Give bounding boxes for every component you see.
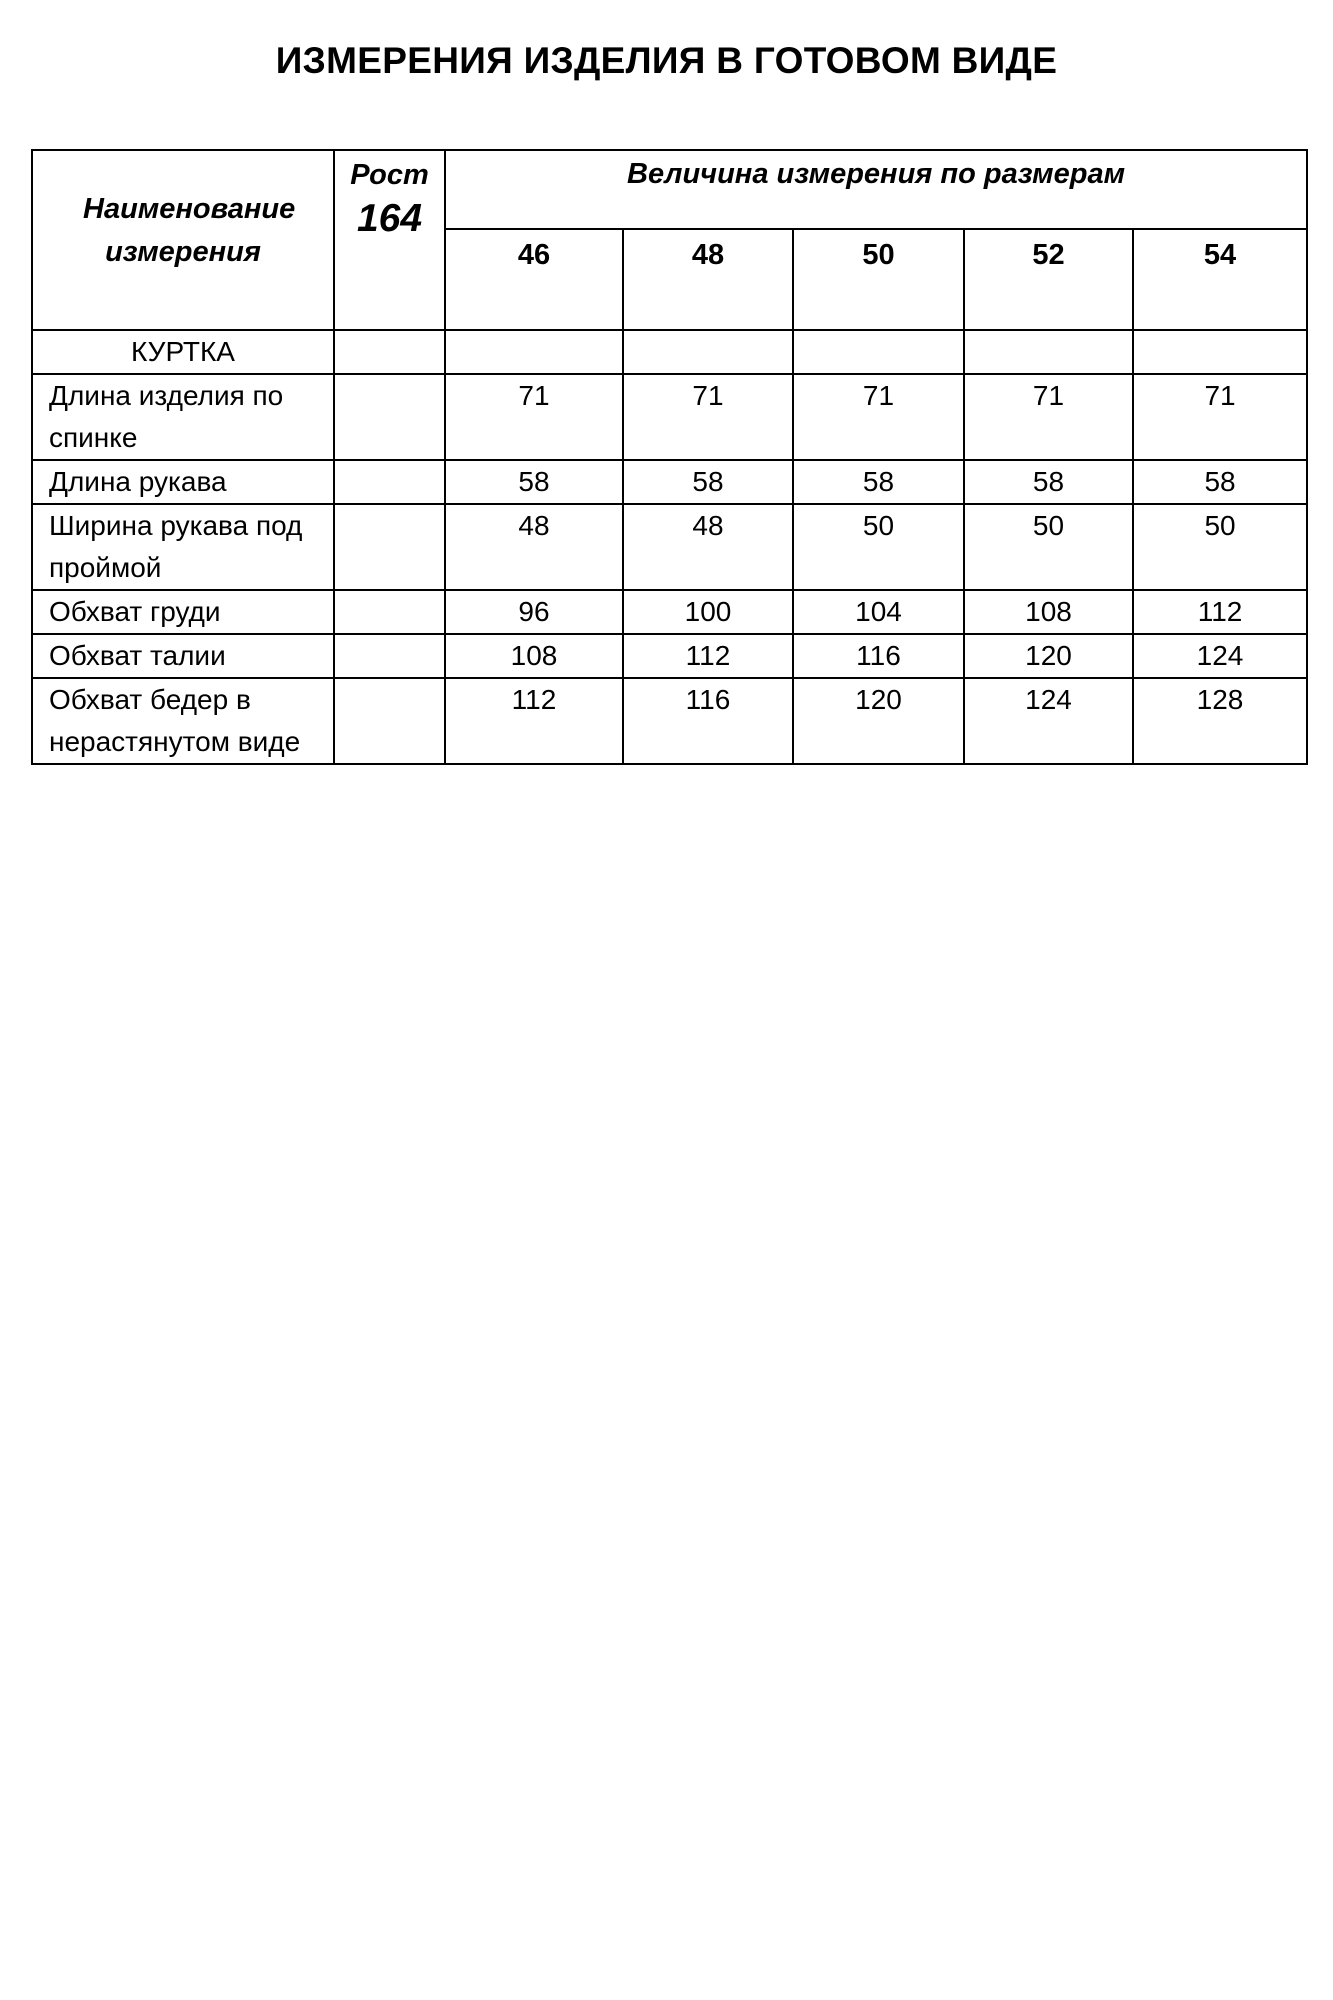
empty-cell xyxy=(333,329,446,375)
table-row: Длина изделия по спинке 71 71 71 71 71 xyxy=(31,373,1309,461)
measurement-value: 104 xyxy=(792,589,965,635)
measurement-value: 108 xyxy=(444,633,624,679)
measurement-value: 120 xyxy=(963,633,1134,679)
measurement-value: 116 xyxy=(622,677,794,765)
height-cell xyxy=(333,503,446,591)
measurement-value: 112 xyxy=(444,677,624,765)
table-row: Обхват груди 96 100 104 108 112 xyxy=(31,589,1309,635)
measurement-name: Длина рукава xyxy=(31,459,335,505)
measurement-value: 112 xyxy=(1131,589,1309,635)
measurement-value: 116 xyxy=(792,633,965,679)
size-header-row: 46 48 50 52 54 xyxy=(32,228,1309,331)
size-header: 52 xyxy=(963,228,1134,331)
header-sizes: Величина измерения по размерам xyxy=(443,149,1309,230)
measurement-value: 58 xyxy=(1131,459,1309,505)
table-row: Длина рукава 58 58 58 58 58 xyxy=(31,459,1309,505)
size-header: 54 xyxy=(1131,228,1309,331)
measurement-value: 48 xyxy=(444,503,624,591)
header-measurement-name: Наименование измерения xyxy=(31,149,335,331)
measurement-value: 50 xyxy=(792,503,965,591)
measurement-value: 71 xyxy=(444,373,624,461)
size-header: 48 xyxy=(622,228,794,331)
measurement-value: 58 xyxy=(792,459,965,505)
height-cell xyxy=(333,589,446,635)
measurement-value: 71 xyxy=(792,373,965,461)
table-row: Обхват талии 108 112 116 120 124 xyxy=(31,633,1309,679)
empty-cell xyxy=(792,329,965,375)
measurement-name: Обхват груди xyxy=(31,589,335,635)
measurement-value: 58 xyxy=(622,459,794,505)
height-cell xyxy=(333,459,446,505)
measurement-value: 58 xyxy=(444,459,624,505)
size-header: 50 xyxy=(792,228,965,331)
measurement-value: 120 xyxy=(792,677,965,765)
measurement-name: Длина изделия по спинке xyxy=(31,373,335,461)
empty-cell xyxy=(622,329,794,375)
empty-cell xyxy=(963,329,1134,375)
measurement-value: 124 xyxy=(963,677,1134,765)
height-label: Рост xyxy=(350,159,429,191)
measurement-value: 108 xyxy=(963,589,1134,635)
page-title: ИЗМЕРЕНИЯ ИЗДЕЛИЯ В ГОТОВОМ ВИДЕ xyxy=(275,40,1058,81)
measurement-name: Ширина рукава под проймой xyxy=(31,503,335,591)
table-row: Ширина рукава под проймой 48 48 50 50 50 xyxy=(31,503,1309,591)
height-cell xyxy=(333,633,446,679)
empty-cell xyxy=(1131,329,1309,375)
measurement-value: 112 xyxy=(622,633,794,679)
header-height: Рост 164 xyxy=(333,149,446,331)
measurement-value: 96 xyxy=(444,589,624,635)
section-label: КУРТКА xyxy=(31,329,335,375)
measurement-value: 48 xyxy=(622,503,794,591)
measurement-value: 50 xyxy=(1131,503,1309,591)
measurements-table: Наименование измерения Рост 164 Величина… xyxy=(31,149,1309,765)
measurement-value: 124 xyxy=(1131,633,1309,679)
table-row: Обхват бедер в нерастянутом виде 112 116 12… xyxy=(31,677,1309,765)
measurement-value: 71 xyxy=(963,373,1134,461)
section-row: КУРТКА xyxy=(31,329,1309,375)
height-value: 164 xyxy=(356,197,423,240)
measurement-value: 128 xyxy=(1131,677,1309,765)
measurement-value: 58 xyxy=(963,459,1134,505)
measurement-name: Обхват бедер в нерастянутом виде xyxy=(31,677,335,765)
height-cell xyxy=(333,677,446,765)
size-header: 46 xyxy=(444,228,624,331)
measurement-value: 71 xyxy=(622,373,794,461)
measurement-value: 71 xyxy=(1131,373,1309,461)
height-cell xyxy=(333,373,446,461)
measurement-value: 50 xyxy=(963,503,1134,591)
measurement-name: Обхват талии xyxy=(31,633,335,679)
empty-cell xyxy=(444,329,624,375)
measurement-value: 100 xyxy=(622,589,794,635)
